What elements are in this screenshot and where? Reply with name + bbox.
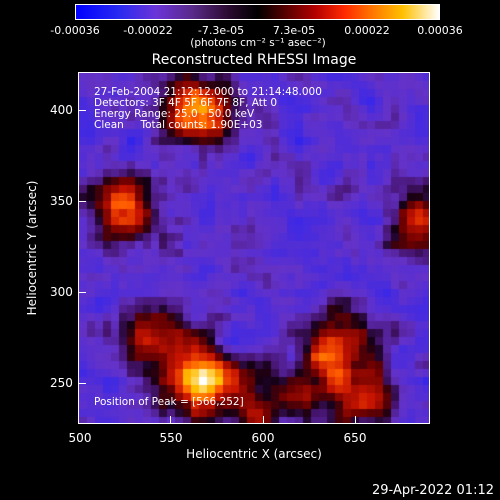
y-tick-label: 350 <box>50 194 73 208</box>
x-tick-label: 600 <box>251 431 275 445</box>
x-tick-mark <box>78 416 79 424</box>
heatmap-canvas <box>79 73 429 423</box>
timestamp: 29-Apr-2022 01:12 <box>372 483 494 498</box>
x-tick-label: 550 <box>159 431 183 445</box>
y-tick-mark <box>78 383 86 384</box>
y-tick-mark <box>78 201 86 202</box>
colorbar-tick-label: -0.00036 <box>50 24 100 37</box>
colorbar <box>75 4 440 20</box>
x-tick-mark <box>170 416 171 424</box>
colorbar-tick-label: 7.3e-05 <box>272 24 316 37</box>
overlay-time-range: 27-Feb-2004 21:12:12.000 to 21:14:48.000 <box>94 86 322 98</box>
y-tick-mark <box>78 292 86 293</box>
x-axis-label: Heliocentric X (arcsec) <box>186 447 322 461</box>
colorbar-unit-label: (photons cm⁻² s⁻¹ asec⁻²) <box>190 37 326 49</box>
colorbar-tick-label: 0.00036 <box>417 24 463 37</box>
x-tick-label: 500 <box>68 431 92 445</box>
y-tick-mark <box>78 110 86 111</box>
colorbar-tick-label: 0.00022 <box>344 24 390 37</box>
y-axis-label: Heliocentric Y (arcsec) <box>25 180 39 316</box>
overlay-detectors: Detectors: 3F 4F 5F 6F 7F 8F, Att 0 <box>94 97 278 109</box>
y-tick-label: 400 <box>50 103 73 117</box>
x-tick-mark <box>263 416 264 424</box>
colorbar-tick-label: -0.00022 <box>123 24 173 37</box>
y-tick-label: 250 <box>50 376 73 390</box>
x-tick-mark <box>355 416 356 424</box>
overlay-total-counts: Clean Total counts: 1.90E+03 <box>94 119 263 131</box>
y-tick-label: 300 <box>50 285 73 299</box>
overlay-energy-range: Energy Range: 25.0 - 50.0 keV <box>94 108 255 120</box>
colorbar-tick-label: -7.3e-05 <box>197 24 245 37</box>
image-plot-area <box>78 72 430 424</box>
overlay-peak-position: Position of Peak = [566,252] <box>94 396 244 408</box>
x-tick-label: 650 <box>343 431 367 445</box>
chart-title: Reconstructed RHESSI Image <box>151 52 357 68</box>
